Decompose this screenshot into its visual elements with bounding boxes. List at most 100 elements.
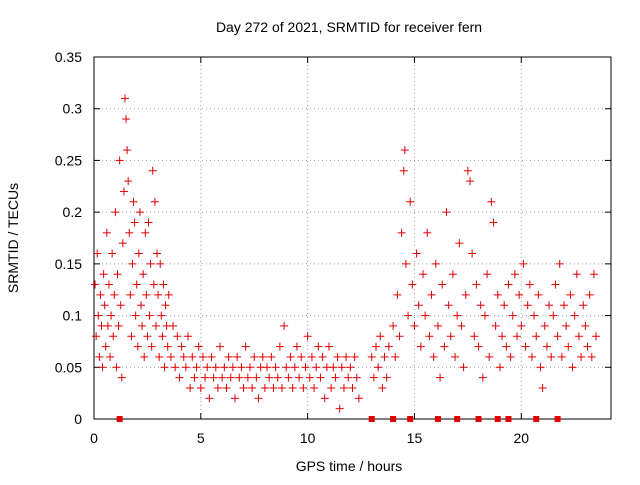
data-point	[314, 342, 323, 351]
y-tick-label: 0.3	[63, 101, 83, 117]
data-point	[141, 228, 150, 237]
data-point	[333, 352, 342, 361]
data-point	[301, 363, 310, 372]
zero-marker	[554, 416, 561, 422]
data-point	[100, 301, 109, 310]
data-point	[297, 352, 306, 361]
data-point	[354, 394, 363, 403]
data-point	[111, 208, 120, 217]
data-point	[564, 342, 573, 351]
data-point	[406, 197, 415, 206]
data-point	[161, 301, 170, 310]
zero-marker	[505, 416, 512, 422]
data-point	[120, 94, 129, 103]
data-point	[245, 363, 254, 372]
data-point	[431, 259, 440, 268]
data-point	[376, 332, 385, 341]
data-point	[455, 239, 464, 248]
data-point	[213, 383, 222, 392]
data-point	[408, 280, 417, 289]
data-point	[160, 363, 169, 372]
data-point	[551, 280, 560, 289]
data-point	[444, 301, 453, 310]
data-point	[115, 156, 124, 165]
data-point	[416, 342, 425, 351]
data-point	[466, 177, 474, 186]
data-point	[527, 352, 536, 361]
data-point	[127, 332, 136, 341]
data-point	[329, 363, 338, 372]
data-point	[157, 311, 166, 320]
data-point	[184, 332, 192, 341]
data-point	[525, 280, 534, 289]
data-point	[135, 208, 144, 217]
data-point	[560, 301, 568, 310]
data-point	[156, 259, 165, 268]
data-point	[547, 352, 556, 361]
data-point	[566, 290, 575, 299]
data-point	[568, 363, 577, 372]
data-point	[137, 301, 145, 310]
data-point	[508, 311, 517, 320]
data-point	[295, 373, 304, 382]
data-point	[400, 146, 409, 155]
data-point	[457, 321, 466, 330]
zero-marker	[116, 416, 123, 422]
data-point	[104, 280, 113, 289]
data-point	[307, 352, 316, 361]
data-point	[108, 249, 117, 258]
data-point	[173, 332, 182, 341]
zero-marker	[533, 416, 540, 422]
data-point	[241, 342, 250, 351]
data-point	[391, 352, 400, 361]
data-point	[153, 249, 162, 258]
x-tick-label: 10	[300, 430, 316, 446]
y-tick-label: 0.15	[55, 256, 82, 272]
data-point	[540, 321, 549, 330]
data-point	[228, 363, 237, 372]
data-point	[243, 373, 252, 382]
zero-marker	[475, 416, 482, 422]
data-point	[267, 352, 276, 361]
points-layer	[91, 94, 601, 422]
data-point	[150, 197, 159, 206]
data-point	[589, 270, 598, 279]
data-point	[258, 352, 267, 361]
data-point	[534, 290, 543, 299]
data-point	[116, 301, 125, 310]
data-point	[179, 352, 188, 361]
data-point	[235, 373, 244, 382]
data-point	[125, 228, 134, 237]
x-tick-label: 20	[513, 430, 529, 446]
data-point	[410, 321, 419, 330]
data-point	[154, 290, 163, 299]
data-point	[201, 373, 210, 382]
grid-layer	[94, 57, 611, 419]
chart-title: Day 272 of 2021, SRMTID for receiver fer…	[216, 19, 482, 35]
data-point	[419, 270, 427, 279]
data-point	[549, 311, 558, 320]
data-point	[166, 352, 175, 361]
data-point	[188, 352, 197, 361]
data-point	[305, 373, 314, 382]
data-point	[438, 280, 447, 289]
data-point	[440, 342, 449, 351]
data-point	[109, 332, 118, 341]
data-point	[500, 301, 509, 310]
zero-marker	[434, 416, 441, 422]
data-point	[91, 280, 100, 289]
data-point	[474, 342, 483, 351]
data-point	[515, 290, 524, 299]
data-point	[579, 301, 588, 310]
data-point	[382, 373, 391, 382]
data-point	[320, 394, 329, 403]
data-point	[114, 321, 123, 330]
zero-marker	[454, 416, 461, 422]
data-point	[299, 383, 308, 392]
data-point	[414, 301, 423, 310]
data-point	[93, 249, 102, 258]
data-point	[532, 332, 541, 341]
data-point	[348, 383, 357, 392]
zero-marker	[407, 416, 414, 422]
